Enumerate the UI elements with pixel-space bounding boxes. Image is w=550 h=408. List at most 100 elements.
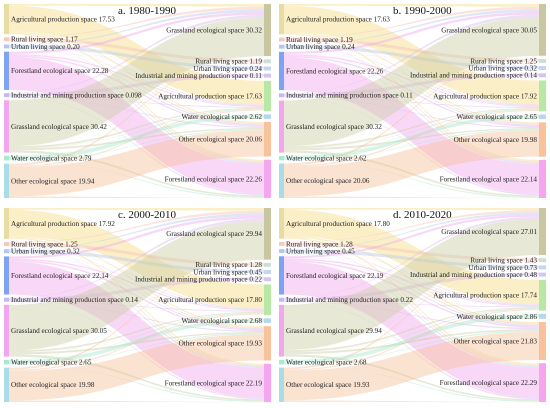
flow-apl-to-apl	[284, 5, 539, 105]
left-label-rl: Rural living space 1.25	[11, 240, 78, 248]
left-label-fl: Forestland ecological space 22.14	[11, 272, 109, 280]
left-node-im	[279, 93, 284, 98]
left-label-gl: Grassland ecological space 30.05	[11, 327, 107, 335]
right-node-gl	[539, 4, 546, 56]
flow-rl-to-gl	[9, 210, 264, 243]
left-label-wl: Water ecological space 2.62	[286, 154, 367, 162]
flow-rl-to-fl	[9, 245, 264, 367]
right-label-apl: Agricultural production space 17.92	[433, 92, 537, 100]
flow-gl-to-gl	[9, 17, 264, 147]
flow-ul-to-gl	[9, 9, 264, 45]
flow-im-to-apl	[9, 96, 264, 108]
flow-rl-to-apl	[9, 40, 264, 106]
right-node-wl	[264, 318, 271, 323]
flow-fl-to-gl	[9, 215, 264, 259]
flow-im-to-im	[9, 277, 264, 302]
flow-ol-to-fl	[284, 400, 539, 403]
right-node-gl	[539, 208, 546, 255]
flow-wl-to-apl	[9, 312, 264, 361]
left-label-ul: Urban living space 0.24	[286, 43, 355, 51]
flow-im-to-ol	[9, 301, 264, 333]
right-node-ol	[539, 322, 546, 361]
left-label-im: Industrial and mining production space 0…	[11, 296, 138, 304]
left-node-fl	[4, 51, 9, 90]
left-node-gl	[279, 304, 284, 357]
right-label-im: Industrial and mining production space 0…	[410, 72, 537, 80]
flow-ul-to-fl	[9, 253, 264, 369]
flow-rl-to-apl	[284, 41, 539, 106]
flow-gl-to-fl	[9, 150, 264, 197]
right-node-fl	[539, 363, 546, 402]
flow-wl-to-ol	[284, 129, 539, 161]
flow-apl-to-fl	[284, 33, 539, 162]
flow-ol-to-rl	[9, 62, 264, 166]
left-label-wl: Water ecological space 2.65	[11, 359, 92, 367]
flow-gl-to-rl	[9, 265, 264, 351]
flow-rl-to-rl	[9, 37, 264, 63]
left-label-im: Industrial and mining production space 0…	[286, 92, 413, 100]
flow-ul-to-fl	[9, 48, 264, 165]
left-label-gl: Grassland ecological space 29.94	[286, 327, 382, 335]
flow-ol-to-apl	[9, 109, 264, 167]
flow-fl-to-rl	[284, 258, 539, 262]
flow-im-to-ol	[284, 96, 539, 129]
right-node-rl	[539, 58, 546, 63]
right-node-apl	[264, 284, 271, 316]
left-node-wl	[279, 155, 284, 161]
left-node-ul	[4, 44, 9, 49]
right-label-ol: Other ecological space 19.98	[454, 136, 538, 144]
left-node-apl	[279, 208, 284, 239]
flow-wl-to-wl	[284, 314, 539, 365]
flow-im-to-im	[284, 73, 539, 97]
right-label-gl: Grassland ecological space 27.01	[441, 228, 537, 236]
flow-fl-to-gl	[284, 11, 539, 55]
left-label-apl: Agricultural production space 17.92	[11, 220, 115, 228]
flow-im-to-im	[284, 272, 539, 302]
left-label-ol: Other ecological space 19.93	[286, 381, 370, 389]
flow-ul-to-ul	[284, 44, 539, 70]
right-label-im: Industrial and mining production space 0…	[135, 276, 262, 284]
flow-gl-to-wl	[284, 314, 539, 353]
flow-apl-to-fl	[9, 32, 264, 162]
flow-gl-to-rl	[284, 261, 539, 351]
right-label-ol: Other ecological space 21.83	[454, 337, 538, 345]
right-node-apl	[264, 80, 271, 112]
flow-gl-to-apl	[284, 107, 539, 149]
flow-ul-to-ol	[9, 252, 264, 330]
flow-rl-to-fl	[284, 245, 539, 367]
flow-gl-to-wl	[9, 318, 264, 353]
panel-title: a. 1980-1990	[118, 5, 177, 17]
flow-fl-to-wl	[284, 259, 539, 315]
flow-rl-to-fl	[9, 41, 264, 163]
flow-ol-to-ol	[9, 130, 264, 197]
flow-links	[284, 208, 539, 403]
right-node-im	[539, 73, 546, 78]
flow-ul-to-ul	[9, 249, 264, 273]
flow-ol-to-wl	[9, 117, 264, 168]
flow-wl-to-gl	[284, 254, 539, 361]
flow-apl-to-rl	[9, 5, 264, 60]
right-label-ul: Urban living space 0.45	[193, 268, 262, 276]
left-label-wl: Water ecological space 2.68	[286, 359, 367, 367]
right-label-wl: Water ecological space 2.65	[457, 113, 538, 121]
right-label-fl: Forestland ecological space 22.14	[440, 175, 538, 183]
flow-apl-to-wl	[9, 31, 264, 115]
right-node-fl	[539, 159, 546, 198]
flow-ul-to-fl	[284, 252, 539, 368]
flow-wl-to-apl	[9, 108, 264, 157]
flow-fl-to-fl	[284, 261, 539, 398]
left-node-ol	[279, 163, 284, 198]
flow-gl-to-rl	[284, 62, 539, 147]
flow-fl-to-ol	[9, 55, 264, 127]
right-label-fl: Forestland ecological space 22.29	[440, 379, 538, 387]
flow-gl-to-ol	[9, 127, 264, 151]
right-node-gl	[264, 4, 271, 57]
left-label-fl: Forestland ecological space 22.19	[286, 272, 384, 280]
left-label-gl: Grassland ecological space 30.42	[11, 123, 107, 131]
left-node-ul	[279, 249, 284, 254]
flow-gl-to-ol	[9, 332, 264, 355]
left-label-wl: Water ecological space 2.79	[11, 155, 92, 163]
right-node-rl	[264, 59, 271, 64]
flow-apl-to-wl	[9, 236, 264, 319]
flow-im-to-gl	[284, 216, 539, 298]
